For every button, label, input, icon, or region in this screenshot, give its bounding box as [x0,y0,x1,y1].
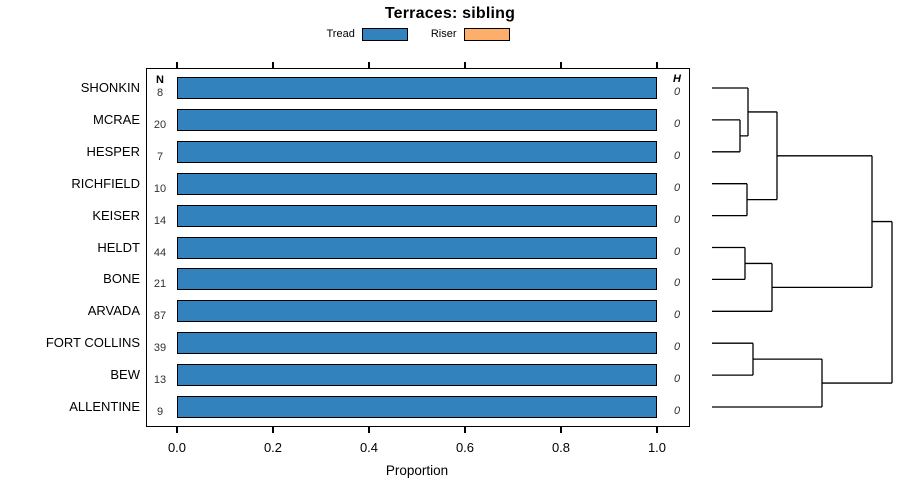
x-tick-bottom [368,427,370,433]
h-value: 0 [673,373,681,386]
x-tick-label: 1.0 [647,440,667,455]
n-value: 7 [156,150,164,163]
h-value: 0 [673,309,681,322]
n-value: 9 [156,406,164,418]
bar-tread [177,172,657,195]
legend-label-tread: Tread [326,28,355,40]
h-value: 0 [673,405,681,417]
x-tick-label: 0.2 [263,440,283,455]
category-label: HESPER [86,143,140,159]
n-value: 21 [153,278,167,291]
bar-tread [177,364,657,387]
bar-tread [177,236,657,259]
bar-tread [177,108,657,131]
h-value: 0 [673,86,681,98]
category-label: ALLENTINE [69,399,140,414]
n-column-header: N [156,74,164,86]
bar-tread [177,300,657,323]
legend-swatch-riser [463,27,510,41]
category-label: SHONKIN [80,80,140,95]
x-tick-bottom [464,427,466,433]
h-value: 0 [673,117,681,130]
category-label: HELDT [97,239,140,255]
legend: Tread Riser [146,26,690,42]
h-column-header: H [673,73,681,85]
n-value: 13 [153,374,167,387]
plot-frame [146,68,690,427]
legend-item-riser: Riser [430,27,510,41]
category-label: KEISER [92,207,140,223]
x-tick-bottom [272,427,274,433]
x-tick-top [656,61,658,68]
n-value: 10 [153,182,167,195]
h-value: 0 [673,181,681,194]
n-value: 44 [153,246,167,259]
x-tick-label: 0.0 [167,440,187,455]
x-tick-label: 0.8 [551,440,571,455]
h-value: 0 [673,341,681,354]
n-value: 20 [153,118,167,131]
bar-tread [177,204,657,227]
n-value: 39 [153,342,167,355]
x-tick-bottom [656,427,658,433]
category-label: MCRAE [93,111,140,127]
h-value: 0 [673,213,681,226]
chart-title: Terraces: sibling [384,5,516,22]
bar-tread [177,77,657,99]
x-tick-top [368,61,370,68]
category-label: ARVADA [87,303,140,319]
x-tick-top [272,61,274,68]
n-value: 87 [153,310,167,323]
x-tick-label: 0.6 [455,440,475,455]
x-tick-bottom [176,427,178,433]
x-tick-label: 0.4 [359,440,379,455]
x-tick-top [464,61,466,68]
category-label: BEW [110,367,140,383]
h-value: 0 [673,245,681,258]
bar-tread [177,268,657,291]
x-tick-top [560,61,562,68]
n-value: 14 [153,214,167,227]
category-label: FORT COLLINS [45,335,140,351]
category-label: BONE [103,271,140,287]
bar-tread [177,332,657,355]
n-value: 8 [156,87,164,99]
category-label: RICHFIELD [71,175,140,191]
x-tick-top [176,61,178,68]
legend-swatch-tread [361,27,408,41]
x-axis-title: Proportion [385,463,449,478]
h-value: 0 [673,149,681,162]
legend-label-riser: Riser [430,28,457,40]
x-tick-bottom [560,427,562,433]
legend-item-tread: Tread [326,27,408,41]
h-value: 0 [673,277,681,290]
bar-tread [177,140,657,163]
bar-tread [177,396,657,418]
